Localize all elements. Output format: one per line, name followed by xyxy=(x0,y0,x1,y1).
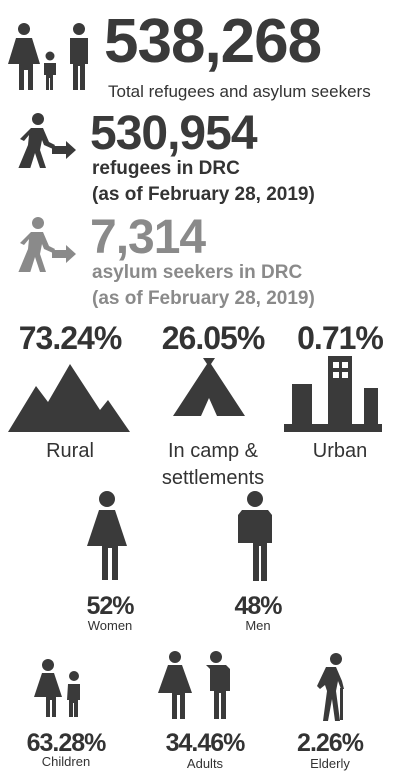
refugees-date: (as of February 28, 2019) xyxy=(92,184,315,205)
children-icon xyxy=(34,659,80,717)
buildings-icon xyxy=(284,356,382,432)
men-percent: 48% xyxy=(234,592,282,620)
children-label: Children xyxy=(41,754,91,769)
refugees-label: refugees in DRC xyxy=(92,158,240,179)
adults-label: Adults xyxy=(186,756,224,771)
camp-label: In camp & settlements xyxy=(161,440,265,489)
elderly-percent: 2.26% xyxy=(297,729,364,757)
rural-label: Rural xyxy=(46,440,94,462)
total-label: Total refugees and asylum seekers xyxy=(108,82,371,101)
women-percent: 52% xyxy=(86,592,134,620)
urban-percent: 0.71% xyxy=(297,320,384,356)
asylum-value: 7,314 xyxy=(90,211,206,264)
rural-percent: 73.24% xyxy=(18,320,123,356)
asylum-label: asylum seekers in DRC xyxy=(92,262,303,283)
asylum-date: (as of February 28, 2019) xyxy=(92,288,315,309)
man-icon xyxy=(238,491,272,581)
total-value: 538,268 xyxy=(104,7,322,76)
mountain-icon xyxy=(8,364,130,432)
women-label: Women xyxy=(87,618,133,633)
refugee-icon xyxy=(18,113,76,168)
asylum-icon xyxy=(18,217,76,272)
adults-icon xyxy=(158,651,230,719)
camp-percent: 26.05% xyxy=(161,320,266,356)
tent-icon xyxy=(173,358,245,416)
elderly-icon xyxy=(317,653,344,721)
children-percent: 63.28% xyxy=(26,729,107,757)
family-icon xyxy=(8,23,88,90)
urban-label: Urban xyxy=(312,440,368,462)
elderly-label: Elderly xyxy=(310,756,350,771)
woman-icon xyxy=(87,491,127,580)
adults-percent: 34.46% xyxy=(165,729,246,757)
refugees-value: 530,954 xyxy=(90,107,258,160)
men-label: Men xyxy=(245,618,271,633)
